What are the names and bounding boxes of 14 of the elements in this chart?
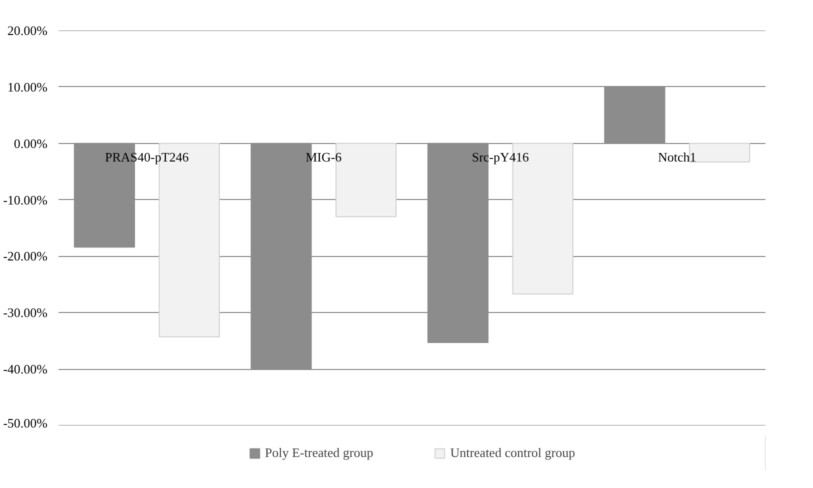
- x-tick-label: Src-pY416: [472, 149, 530, 164]
- y-tick-label: 0.00%: [14, 136, 48, 151]
- legend-label: Poly E-treated group: [264, 444, 374, 460]
- y-tick-label: 20.00%: [7, 23, 48, 38]
- y-tick-label: -50.00%: [3, 416, 48, 430]
- x-tick-label: PRAS40-pT246: [104, 149, 190, 164]
- y-tick-label: -30.00%: [3, 305, 48, 320]
- y-tick-label: 10.00%: [7, 79, 48, 94]
- legend-label: Untreated control group: [450, 444, 576, 460]
- x-tick-label: MIG-6: [306, 149, 342, 164]
- y-tick-label: -40.00%: [3, 362, 48, 377]
- x-tick-label: Notch1: [658, 149, 696, 164]
- y-tick-label: -10.00%: [3, 192, 48, 208]
- y-tick-label: -20.00%: [3, 248, 48, 264]
